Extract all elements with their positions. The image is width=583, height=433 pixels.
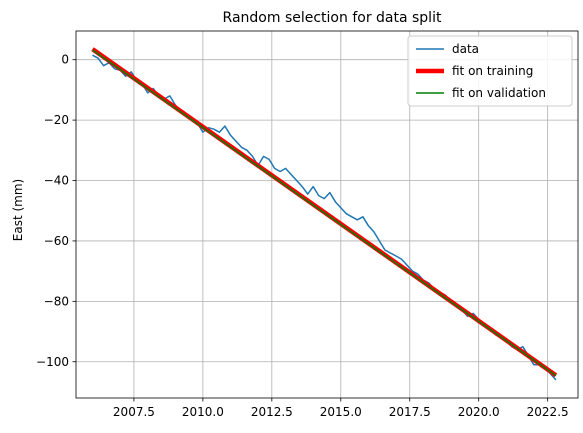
y-tick-label: 0 <box>61 53 69 67</box>
legend-label: data <box>452 42 479 56</box>
y-axis-label: East (mm) <box>11 179 25 241</box>
ticks: 2007.5 2010.0 2012.5 2015.0 2017.5 2020.0 2022… <box>36 53 569 419</box>
x-tick-label: 2012.5 <box>251 405 293 419</box>
plot-area <box>91 47 558 381</box>
y-tick-label: −60 <box>44 234 69 248</box>
x-tick-label: 2010.0 <box>182 405 224 419</box>
x-tick-label: 2007.5 <box>113 405 155 419</box>
chart-title: Random selection for data split <box>223 10 442 26</box>
y-tick-label: −100 <box>36 355 69 369</box>
x-tick-label: 2020.0 <box>458 405 500 419</box>
x-tick-label: 2015.0 <box>320 405 362 419</box>
plot-frame <box>75 30 579 399</box>
legend-label: fit on training <box>452 64 533 78</box>
y-tick-label: −20 <box>44 113 69 127</box>
y-tick-label: −80 <box>44 294 69 308</box>
legend: data fit on training fit on validation <box>407 35 573 107</box>
x-tick-label: 2022.5 <box>527 405 569 419</box>
legend-label: fit on validation <box>452 86 546 100</box>
y-tick-label: −40 <box>44 174 69 188</box>
legend-box <box>407 35 573 107</box>
series-line <box>92 49 557 377</box>
x-tick-label: 2017.5 <box>389 405 431 419</box>
